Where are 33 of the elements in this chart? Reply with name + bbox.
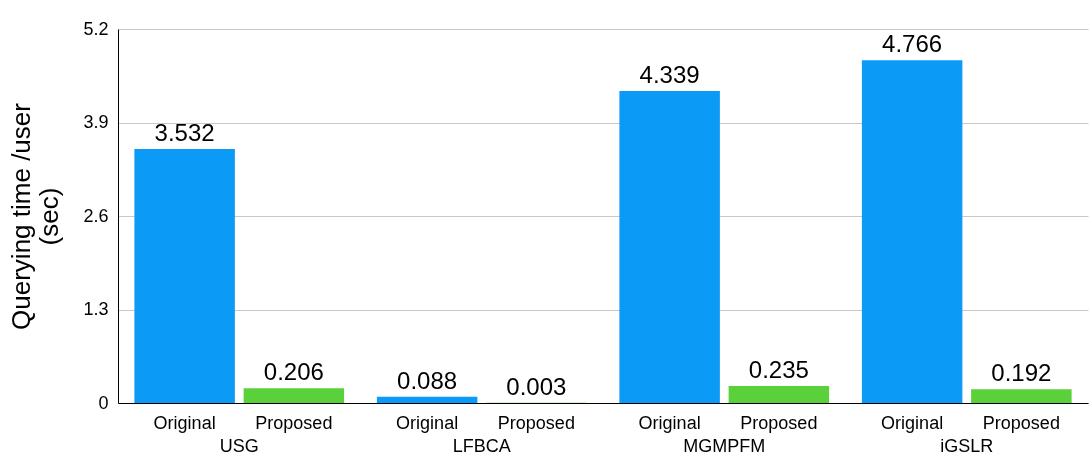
x-tick-label: LFBCA <box>452 435 511 456</box>
y-tick-label: 2.6 <box>83 205 109 226</box>
y-tick-label: 3.9 <box>83 112 109 132</box>
bar <box>728 386 830 403</box>
bar <box>971 389 1072 403</box>
y-axis-title: Querying time /user (sec) <box>6 102 65 330</box>
text: Original <box>638 413 701 433</box>
series-label: Original <box>153 413 216 433</box>
data-label: 0.192 <box>991 359 1052 387</box>
data-label: 0.206 <box>263 358 324 386</box>
text: Proposed <box>497 413 575 433</box>
x-tick-label: MGMPFM <box>683 435 766 456</box>
text: Proposed <box>740 413 818 433</box>
x-tick-label: USG <box>219 435 259 456</box>
y-tick-label: 5.2 <box>83 18 109 39</box>
text: Proposed <box>982 413 1060 433</box>
bar <box>243 388 345 403</box>
y-tick-label: 1.3 <box>83 299 109 319</box>
bar <box>861 60 963 403</box>
bar <box>619 90 720 403</box>
data-label: 4.339 <box>639 60 700 88</box>
data-label: 0.003 <box>506 372 567 400</box>
text: Original <box>881 413 944 433</box>
y-tick-label: 0 <box>98 392 109 413</box>
data-label: 3.532 <box>154 118 215 146</box>
bar <box>376 396 478 403</box>
series-label: Proposed <box>255 413 333 433</box>
data-label: 4.766 <box>882 30 943 58</box>
bar <box>134 148 235 403</box>
text: Original <box>396 413 459 433</box>
data-label: 0.235 <box>748 356 809 384</box>
x-tick-label: iGSLR <box>940 435 994 456</box>
data-label: 0.088 <box>397 366 458 394</box>
